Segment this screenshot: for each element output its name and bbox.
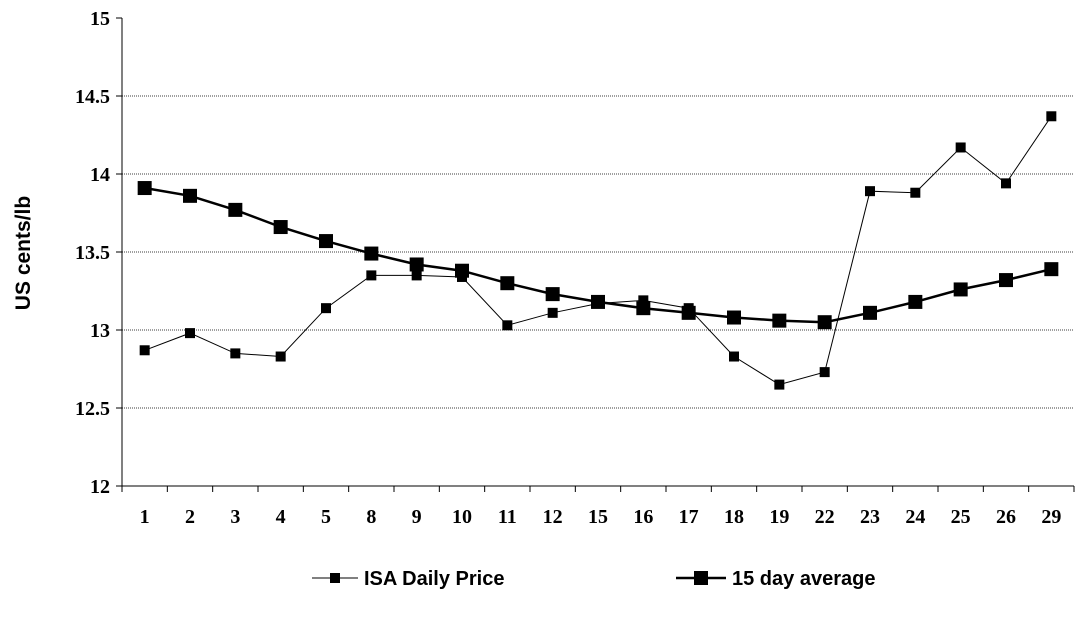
y-tick-label: 14.5: [75, 86, 110, 108]
data-point-15-day-average: [409, 257, 424, 272]
x-tick-label: 18: [724, 506, 744, 528]
data-point-15-day-average: [1044, 262, 1059, 277]
data-point-15-day-average: [228, 202, 243, 217]
legend-label-isa-daily-price: ISA Daily Price: [364, 568, 504, 590]
data-point-15-day-average: [455, 263, 469, 278]
y-tick-label: 12: [90, 476, 110, 498]
data-point-15-day-average: [636, 301, 651, 316]
series-15-day-average: [137, 181, 1059, 330]
x-tick-label: 12: [543, 506, 563, 528]
data-point-isa-daily-price: [230, 348, 241, 359]
data-point-15-day-average: [817, 315, 832, 330]
y-tick-label: 12.5: [75, 398, 110, 420]
x-tick-label: 2: [185, 506, 195, 528]
x-tick-label: 16: [633, 506, 653, 528]
data-point-isa-daily-price: [411, 270, 422, 281]
data-point-isa-daily-price: [955, 142, 966, 153]
data-point-isa-daily-price: [275, 351, 286, 362]
data-point-15-day-average: [273, 220, 288, 235]
data-point-15-day-average: [772, 313, 787, 328]
data-point-15-day-average: [999, 273, 1013, 288]
y-tick-label: 13: [90, 320, 110, 342]
data-point-15-day-average: [863, 305, 877, 320]
x-tick-label: 23: [860, 506, 880, 528]
axes: [116, 17, 1075, 492]
x-tick-label: 1: [140, 506, 150, 528]
data-point-isa-daily-price: [865, 186, 875, 197]
data-point-isa-daily-price: [1001, 178, 1011, 189]
data-point-15-day-average: [364, 246, 379, 261]
legend-entry-15-day-average: 15 day average: [676, 568, 875, 590]
x-tick-label: 8: [366, 506, 376, 528]
legend-marker-isa-daily-price: [330, 573, 340, 583]
x-tick-label: 26: [996, 506, 1016, 528]
x-tick-label: 9: [412, 506, 422, 528]
data-point-isa-daily-price: [774, 379, 785, 390]
x-tick-label: 4: [276, 506, 286, 528]
data-point-15-day-average: [727, 310, 741, 325]
data-point-isa-daily-price: [502, 320, 513, 331]
data-point-isa-daily-price: [1046, 111, 1057, 122]
x-tick-label: 29: [1041, 506, 1061, 528]
data-point-15-day-average: [319, 234, 333, 249]
data-point-15-day-average: [500, 276, 515, 291]
x-tick-label: 10: [452, 506, 472, 528]
x-tick-label: 24: [905, 506, 925, 528]
data-point-isa-daily-price: [321, 303, 331, 314]
data-point-isa-daily-price: [729, 351, 739, 362]
x-tick-label: 25: [951, 506, 971, 528]
data-point-15-day-average: [953, 282, 968, 297]
x-tick-label: 22: [815, 506, 835, 528]
y-tick-label: 15: [90, 8, 110, 30]
legend: ISA Daily Price 15 day average: [312, 568, 875, 590]
x-tick-label: 19: [769, 506, 789, 528]
data-point-isa-daily-price: [819, 367, 830, 378]
legend-label-15-day-average: 15 day average: [732, 568, 875, 590]
data-point-isa-daily-price: [139, 345, 150, 356]
gridlines: [122, 95, 1074, 409]
x-tick-label: 17: [679, 506, 699, 528]
x-tick-label: 3: [230, 506, 240, 528]
data-point-15-day-average: [591, 294, 605, 309]
data-point-15-day-average: [545, 287, 560, 302]
x-tick-label: 15: [588, 506, 608, 528]
y-axis-label: US cents/lb: [12, 196, 35, 310]
series-line-isa-daily-price: [144, 116, 1052, 386]
data-point-isa-daily-price: [638, 295, 649, 306]
legend-entry-isa-daily-price: ISA Daily Price: [312, 568, 504, 590]
data-point-isa-daily-price: [910, 187, 921, 198]
x-tick-label: 11: [498, 506, 517, 528]
y-tick-labels: 12 12.5 13 13.5 14 14.5 15: [75, 8, 110, 498]
y-tick-label: 13.5: [75, 242, 110, 264]
x-tick-label: 5: [321, 506, 331, 528]
data-point-15-day-average: [681, 305, 696, 320]
series-isa-daily-price: [139, 111, 1057, 390]
series-group: [137, 111, 1059, 390]
data-point-15-day-average: [183, 188, 197, 203]
data-point-15-day-average: [908, 294, 923, 309]
data-point-isa-daily-price: [185, 328, 195, 339]
y-tick-label: 14: [90, 164, 110, 186]
legend-marker-15-day-average: [694, 571, 708, 585]
data-point-isa-daily-price: [547, 307, 558, 318]
x-tick-labels: 1 2 3 4 5 8 9 10 11 12 15 16 17 18 19 22 23 24 25 26 29: [140, 506, 1062, 528]
data-point-isa-daily-price: [366, 270, 377, 281]
data-point-15-day-average: [137, 181, 152, 196]
